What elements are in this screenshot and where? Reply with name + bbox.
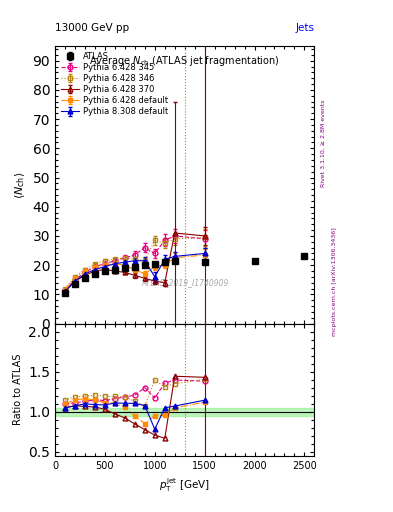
- Text: mcplots.cern.ch [arXiv:1306.3436]: mcplots.cern.ch [arXiv:1306.3436]: [332, 227, 337, 336]
- Text: Jets: Jets: [296, 23, 314, 33]
- X-axis label: $p_{\rm T}^{\rm jet}$ [GeV]: $p_{\rm T}^{\rm jet}$ [GeV]: [159, 476, 210, 494]
- Y-axis label: Ratio to ATLAS: Ratio to ATLAS: [13, 354, 23, 425]
- Text: ATLAS_2019_I1740909: ATLAS_2019_I1740909: [141, 279, 228, 287]
- Y-axis label: $\langle N_{\rm ch}\rangle$: $\langle N_{\rm ch}\rangle$: [13, 171, 27, 199]
- Text: Average $N_{\rm ch}$ (ATLAS jet fragmentation): Average $N_{\rm ch}$ (ATLAS jet fragment…: [90, 54, 280, 69]
- Legend: ATLAS, Pythia 6.428 345, Pythia 6.428 346, Pythia 6.428 370, Pythia 6.428 defaul: ATLAS, Pythia 6.428 345, Pythia 6.428 34…: [59, 50, 169, 118]
- Bar: [55, 408, 314, 416]
- Text: 13000 GeV pp: 13000 GeV pp: [55, 23, 129, 33]
- Text: Rivet 3.1.10, ≥ 2.8M events: Rivet 3.1.10, ≥ 2.8M events: [320, 100, 325, 187]
